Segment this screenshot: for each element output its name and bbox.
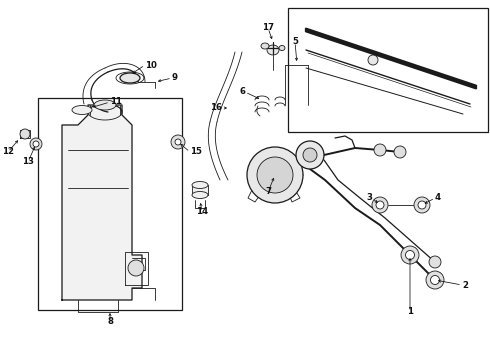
Ellipse shape — [94, 100, 116, 110]
Ellipse shape — [261, 43, 269, 49]
Circle shape — [401, 246, 419, 264]
Ellipse shape — [120, 73, 140, 83]
Text: 16: 16 — [210, 104, 222, 112]
Circle shape — [394, 146, 406, 158]
Polygon shape — [62, 105, 142, 300]
Circle shape — [20, 129, 30, 139]
Circle shape — [171, 135, 185, 149]
Text: 15: 15 — [190, 148, 202, 157]
Circle shape — [128, 260, 144, 276]
Circle shape — [33, 141, 39, 147]
Circle shape — [368, 55, 378, 65]
Circle shape — [418, 201, 426, 209]
Circle shape — [296, 141, 324, 169]
Circle shape — [30, 138, 42, 150]
Circle shape — [372, 197, 388, 213]
Bar — [192, 185, 208, 195]
Bar — [288, 8, 488, 132]
Text: 10: 10 — [145, 60, 157, 69]
Text: 17: 17 — [262, 23, 274, 32]
Text: 4: 4 — [435, 194, 441, 202]
Text: 9: 9 — [172, 73, 178, 82]
Ellipse shape — [192, 192, 208, 198]
Circle shape — [426, 271, 444, 289]
Text: 3: 3 — [366, 194, 372, 202]
Circle shape — [175, 139, 181, 145]
Circle shape — [431, 275, 440, 284]
Ellipse shape — [279, 45, 285, 50]
Text: 7: 7 — [265, 188, 271, 197]
Text: 12: 12 — [2, 148, 14, 157]
Text: 13: 13 — [22, 158, 34, 166]
Circle shape — [257, 157, 293, 193]
Circle shape — [376, 201, 384, 209]
Circle shape — [303, 148, 317, 162]
Text: 2: 2 — [462, 280, 468, 289]
Circle shape — [374, 144, 386, 156]
Text: 5: 5 — [292, 37, 298, 46]
Text: 11: 11 — [110, 98, 122, 107]
Bar — [38, 98, 182, 310]
Circle shape — [404, 249, 416, 261]
Text: 8: 8 — [107, 318, 113, 327]
Text: 6: 6 — [239, 87, 245, 96]
Ellipse shape — [267, 45, 279, 55]
Circle shape — [247, 147, 303, 203]
Text: 1: 1 — [407, 307, 413, 316]
Text: 14: 14 — [196, 207, 208, 216]
Ellipse shape — [192, 181, 208, 189]
Circle shape — [429, 274, 441, 286]
Ellipse shape — [72, 105, 92, 114]
Circle shape — [414, 197, 430, 213]
Circle shape — [406, 251, 415, 260]
Circle shape — [429, 256, 441, 268]
